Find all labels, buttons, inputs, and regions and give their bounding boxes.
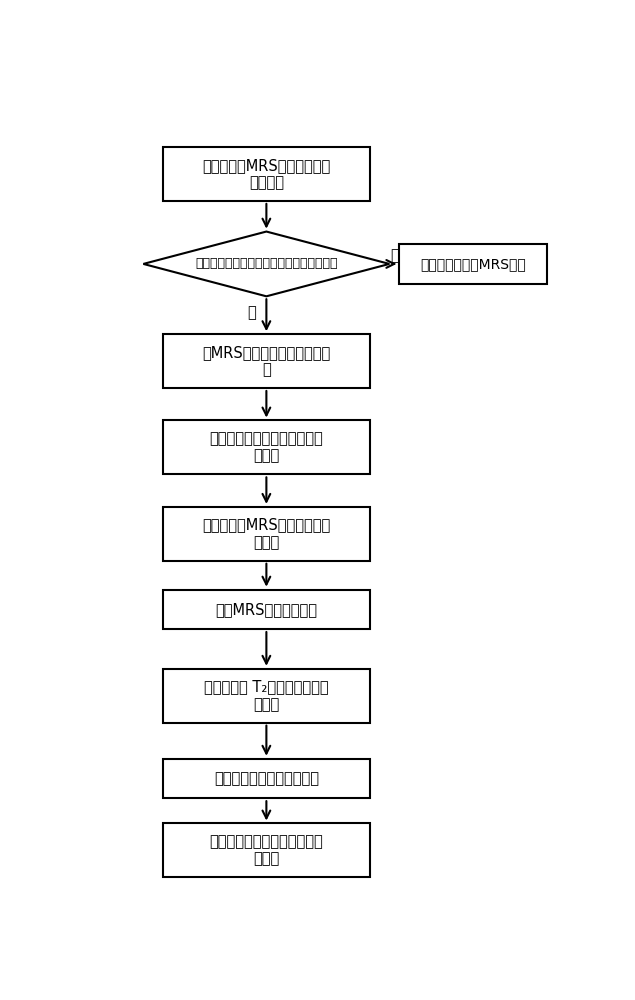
Text: 利用提取的 T₂谱计算含水层渗
透系数: 利用提取的 T₂谱计算含水层渗 透系数 bbox=[204, 680, 329, 712]
FancyBboxPatch shape bbox=[163, 823, 370, 877]
Polygon shape bbox=[144, 232, 389, 296]
FancyBboxPatch shape bbox=[163, 507, 370, 561]
Text: 重新激发并检测MRS信号: 重新激发并检测MRS信号 bbox=[420, 257, 526, 271]
FancyBboxPatch shape bbox=[399, 244, 547, 284]
FancyBboxPatch shape bbox=[163, 147, 370, 201]
Text: 将MRS信号进行归一化数字正
交: 将MRS信号进行归一化数字正 交 bbox=[203, 345, 330, 377]
Text: 对处理过的MRS信号进行多指
数拟合: 对处理过的MRS信号进行多指 数拟合 bbox=[203, 518, 330, 550]
Text: 分析地下孔隙特征及地下水赋
存情况: 分析地下孔隙特征及地下水赋 存情况 bbox=[210, 834, 323, 867]
FancyBboxPatch shape bbox=[163, 590, 370, 629]
Text: 得到MRS信号特征参数: 得到MRS信号特征参数 bbox=[215, 602, 318, 617]
FancyBboxPatch shape bbox=[163, 420, 370, 474]
Text: 得信号主频率，判断是否为真正的核磁信号: 得信号主频率，判断是否为真正的核磁信号 bbox=[195, 257, 338, 270]
Text: 否: 否 bbox=[390, 248, 399, 263]
Text: 通过渗透系数计算导水系数: 通过渗透系数计算导水系数 bbox=[214, 771, 319, 786]
Text: 对检测到的MRS全波信号进行
频谱分析: 对检测到的MRS全波信号进行 频谱分析 bbox=[203, 158, 330, 190]
FancyBboxPatch shape bbox=[163, 669, 370, 723]
FancyBboxPatch shape bbox=[163, 759, 370, 798]
Text: 是: 是 bbox=[247, 305, 256, 320]
FancyBboxPatch shape bbox=[163, 334, 370, 388]
Text: 对分解信号进行低通滤波和消
噪处理: 对分解信号进行低通滤波和消 噪处理 bbox=[210, 431, 323, 464]
